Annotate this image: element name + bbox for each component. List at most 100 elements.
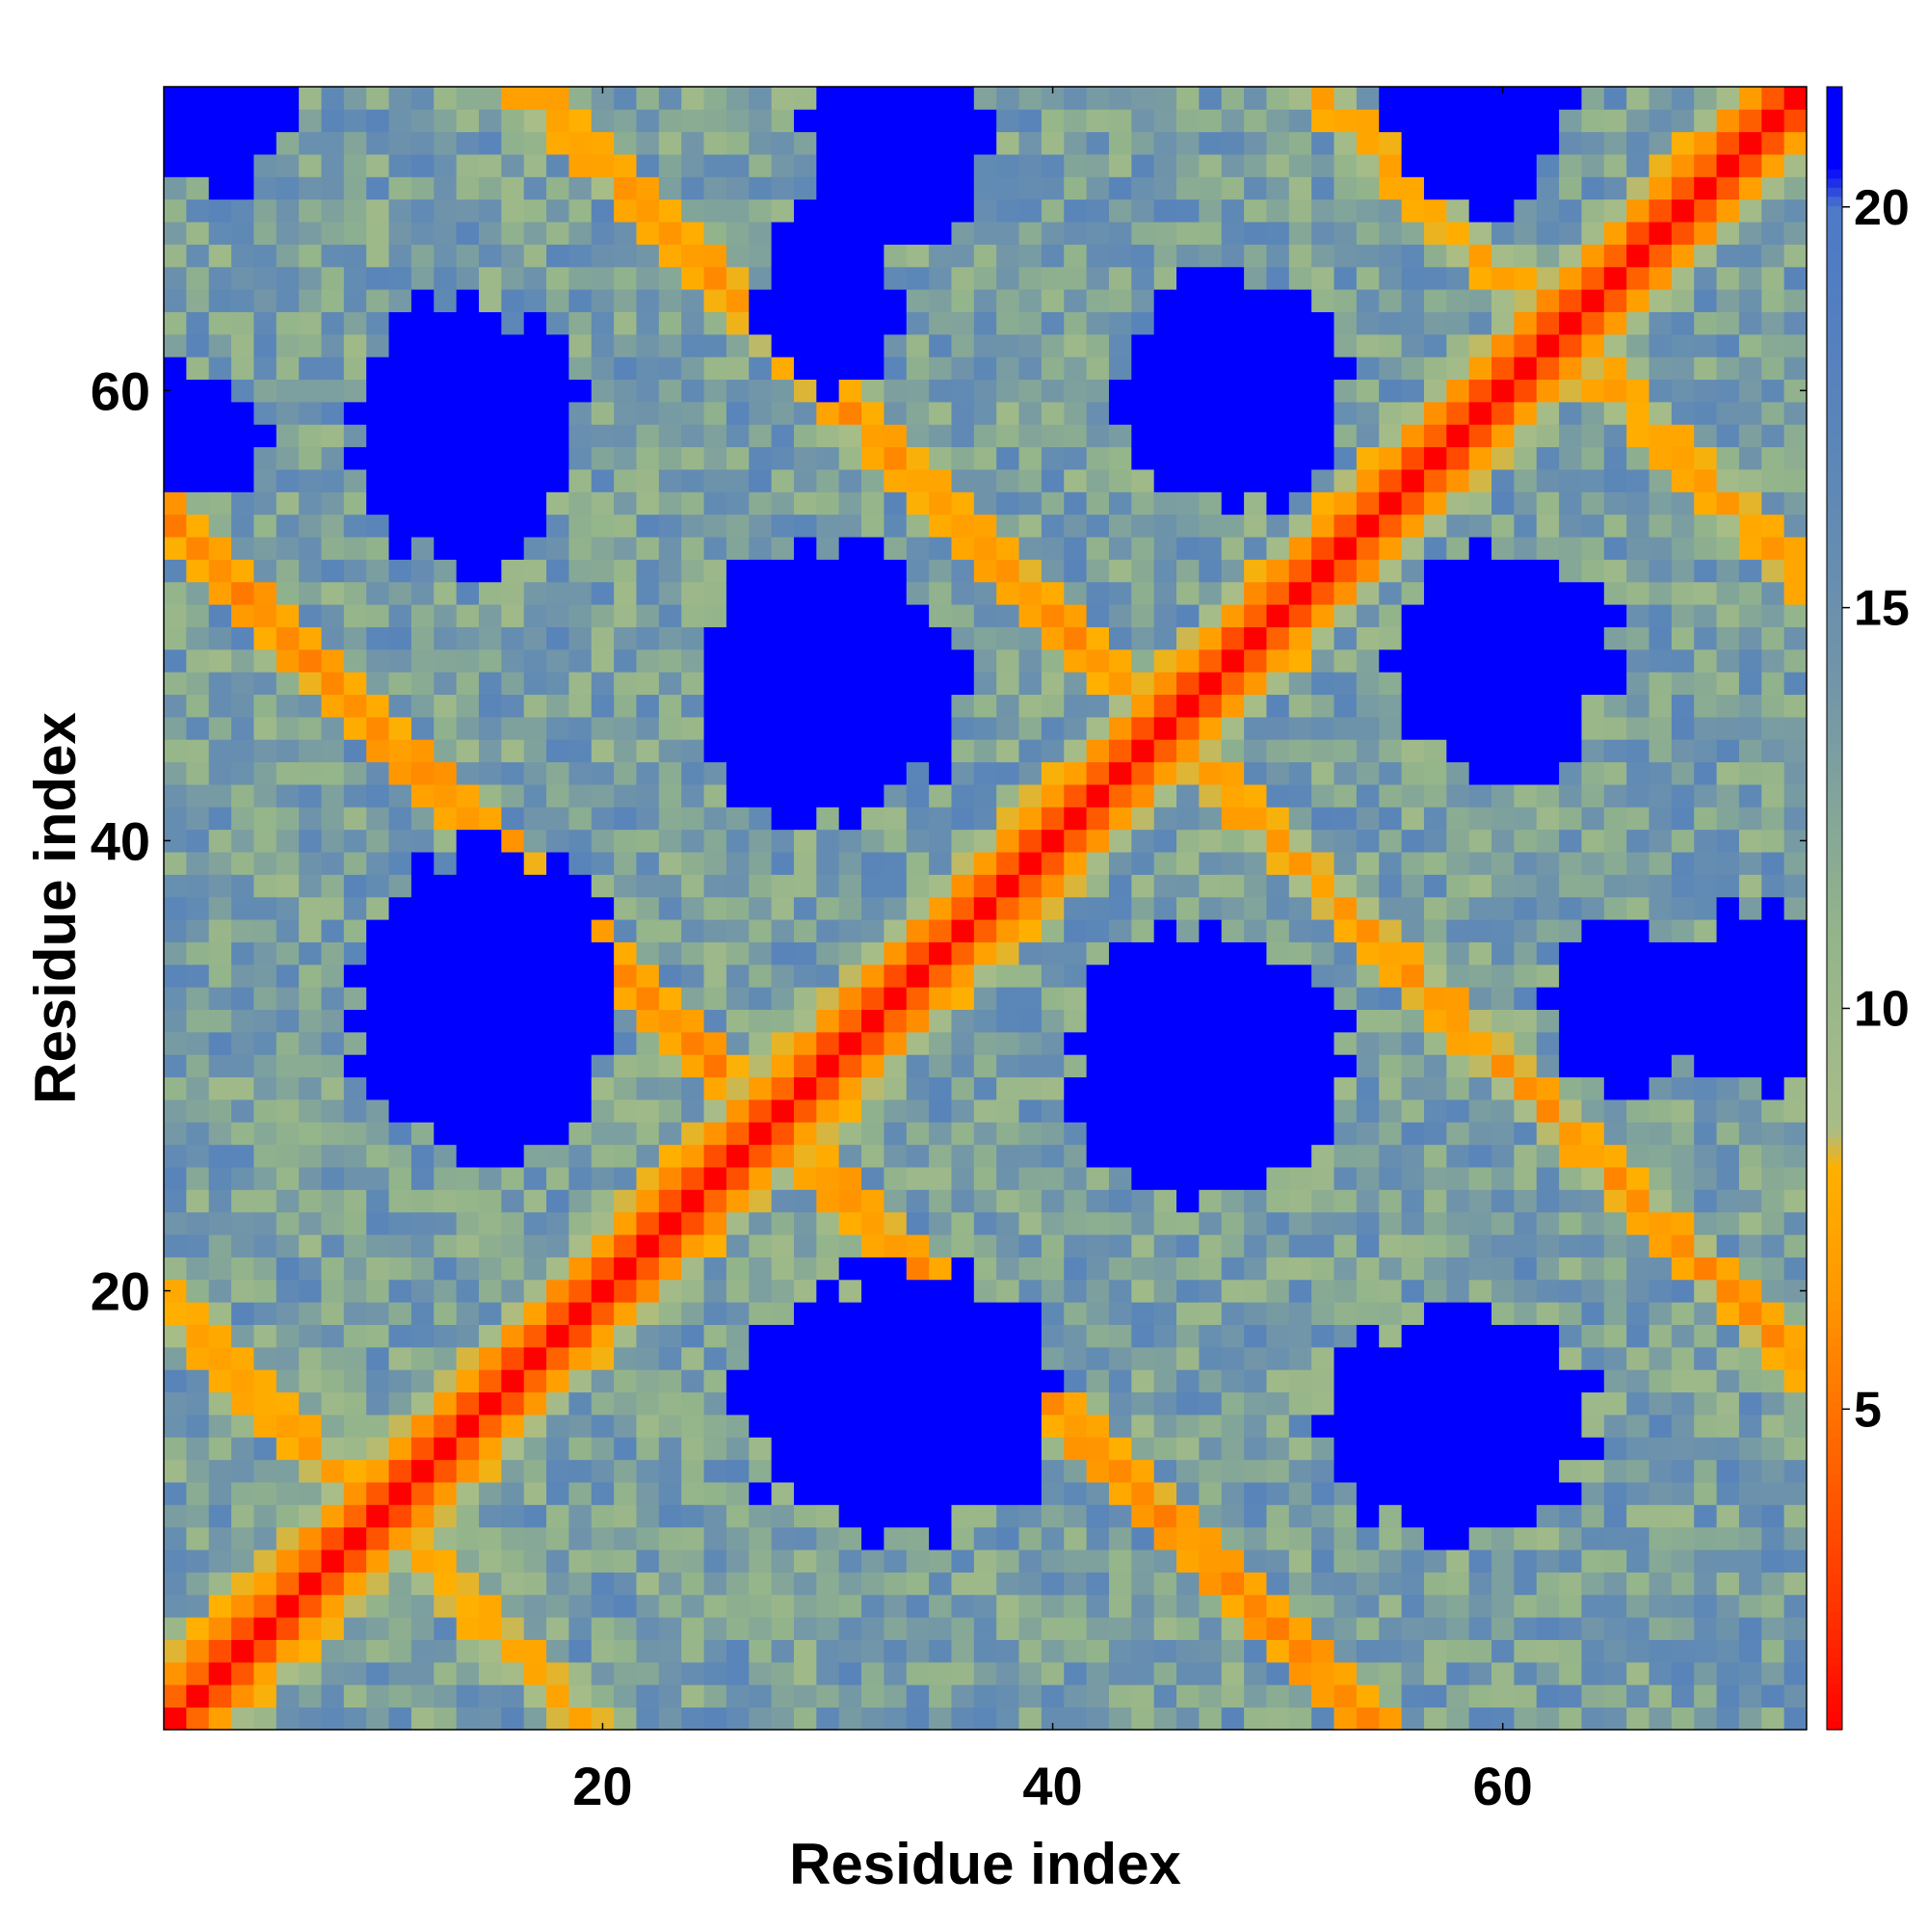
heatmap-cell xyxy=(703,1279,727,1303)
heatmap-cell xyxy=(501,1415,525,1438)
heatmap-cell xyxy=(1086,987,1110,1011)
heatmap-cell xyxy=(861,469,884,492)
heatmap-cell xyxy=(1649,1076,1673,1100)
heatmap-cell xyxy=(973,1639,997,1663)
heatmap-cell xyxy=(164,1076,187,1100)
heatmap-cell xyxy=(929,198,952,223)
heatmap-cell xyxy=(703,1415,727,1438)
heatmap-cell xyxy=(1401,244,1425,268)
heatmap-cell xyxy=(1288,289,1312,312)
heatmap-cell xyxy=(1041,1279,1065,1303)
heatmap-cell xyxy=(1671,1415,1695,1438)
heatmap-cell xyxy=(478,289,502,312)
heatmap-cell xyxy=(726,176,750,200)
heatmap-cell xyxy=(1671,1391,1695,1416)
heatmap-cell xyxy=(793,289,817,312)
heatmap-cell xyxy=(1266,1167,1290,1190)
heatmap-cell xyxy=(591,1076,615,1100)
heatmap-cell xyxy=(1581,1031,1605,1055)
heatmap-cell xyxy=(1356,1684,1380,1708)
heatmap-cell xyxy=(591,672,615,696)
heatmap-cell xyxy=(1626,244,1650,268)
heatmap-cell xyxy=(1581,514,1605,538)
heatmap-cell xyxy=(1153,1549,1177,1573)
heatmap-cell xyxy=(1221,941,1245,966)
heatmap-cell xyxy=(1491,896,1515,920)
heatmap-cell xyxy=(816,1707,840,1731)
heatmap-cell xyxy=(501,1189,525,1213)
heatmap-cell xyxy=(1086,289,1110,312)
heatmap-cell xyxy=(951,604,975,627)
heatmap-cell xyxy=(276,1661,300,1685)
heatmap-cell xyxy=(749,1302,773,1325)
heatmap-cell xyxy=(658,964,682,988)
heatmap-cell xyxy=(1671,1189,1695,1213)
heatmap-cell xyxy=(703,1459,727,1483)
heatmap-cell xyxy=(299,694,322,718)
heatmap-cell xyxy=(1288,1257,1312,1281)
heatmap-cell xyxy=(1086,1076,1110,1100)
heatmap-cell xyxy=(1446,289,1470,312)
heatmap-cell xyxy=(1536,379,1560,403)
heatmap-cell xyxy=(591,109,615,133)
heatmap-cell xyxy=(1153,716,1177,740)
heatmap-cell xyxy=(1356,154,1380,177)
heatmap-cell xyxy=(1649,446,1673,470)
heatmap-cell xyxy=(410,1617,435,1640)
heatmap-cell xyxy=(681,1549,704,1573)
heatmap-cell xyxy=(681,1279,704,1303)
heatmap-cell xyxy=(1221,987,1245,1011)
heatmap-cell xyxy=(523,1346,547,1370)
heatmap-cell xyxy=(366,131,389,155)
heatmap-cell xyxy=(1514,87,1538,110)
heatmap-cell xyxy=(410,784,435,807)
heatmap-cell xyxy=(1649,919,1673,942)
heatmap-cell xyxy=(1626,514,1650,538)
heatmap-cell xyxy=(276,311,300,335)
heatmap-cell xyxy=(456,626,480,650)
heatmap-cell xyxy=(410,1211,435,1235)
heatmap-cell xyxy=(1199,739,1223,763)
heatmap-cell xyxy=(1199,1189,1223,1213)
heatmap-cell xyxy=(973,559,997,583)
heatmap-cell xyxy=(186,1437,210,1461)
heatmap-cell xyxy=(186,1661,210,1685)
heatmap-cell xyxy=(1153,1415,1177,1438)
heatmap-cell xyxy=(996,1099,1019,1123)
heatmap-cell xyxy=(1199,716,1223,740)
heatmap-cell xyxy=(1041,1639,1065,1663)
heatmap-cell xyxy=(591,1526,615,1550)
heatmap-cell xyxy=(591,1594,615,1618)
heatmap-cell xyxy=(1446,469,1470,492)
heatmap-cell xyxy=(1064,807,1088,831)
heatmap-cell xyxy=(1536,198,1560,223)
heatmap-cell xyxy=(1333,1346,1358,1370)
heatmap-cell xyxy=(1333,176,1358,200)
heatmap-cell xyxy=(1559,289,1582,312)
heatmap-cell xyxy=(299,1549,322,1573)
heatmap-cell xyxy=(478,87,502,110)
heatmap-cell xyxy=(1176,87,1200,110)
heatmap-cell xyxy=(321,1189,345,1213)
heatmap-cell xyxy=(1041,1054,1065,1078)
heatmap-cell xyxy=(996,1167,1019,1190)
heatmap-cell xyxy=(1199,1482,1223,1505)
heatmap-cell xyxy=(906,604,930,627)
heatmap-cell xyxy=(1153,829,1177,853)
heatmap-cell xyxy=(1333,1549,1358,1573)
heatmap-cell xyxy=(1581,1482,1605,1505)
heatmap-cell xyxy=(410,604,435,627)
heatmap-cell xyxy=(703,1122,727,1146)
heatmap-cell xyxy=(1176,1189,1200,1213)
heatmap-cell xyxy=(1603,604,1627,627)
heatmap-cell xyxy=(568,1707,593,1731)
heatmap-cell xyxy=(1041,1572,1065,1596)
heatmap-cell xyxy=(996,1031,1019,1055)
heatmap-cell xyxy=(501,491,525,516)
heatmap-cell xyxy=(614,1639,637,1663)
heatmap-cell xyxy=(366,1594,389,1618)
heatmap-cell xyxy=(591,784,615,807)
heatmap-cell xyxy=(1153,1639,1177,1663)
heatmap-cell xyxy=(1153,896,1177,920)
heatmap-cell xyxy=(636,716,660,740)
